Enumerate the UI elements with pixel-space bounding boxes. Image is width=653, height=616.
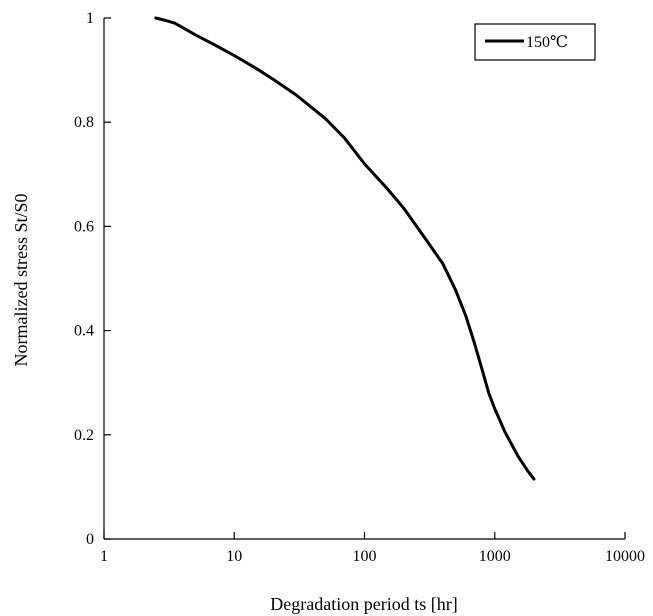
- x-tick-label: 10000: [605, 548, 645, 565]
- x-ticks: 1 10 100 1000 10000: [100, 532, 645, 565]
- y-axis-title: Normalized stress St/S0: [11, 194, 31, 367]
- x-tick-label: 1000: [479, 548, 511, 565]
- series-line: [154, 16, 536, 481]
- x-tick-label: 1: [100, 548, 108, 565]
- x-tick-label: 100: [353, 548, 377, 565]
- y-ticks: 0 0.2 0.4 0.6 0.8 1: [74, 10, 111, 548]
- legend: 150℃: [474, 23, 596, 61]
- y-tick-label: 0.4: [74, 323, 94, 340]
- legend-label: 150℃: [526, 34, 568, 51]
- y-tick-label: 0: [86, 531, 94, 548]
- plot-series: [154, 16, 536, 481]
- y-tick-label: 0.6: [74, 218, 94, 235]
- x-axis-title: Degradation period ts [hr]: [270, 594, 457, 614]
- y-tick-label: 0.2: [74, 427, 94, 444]
- y-tick-label: 0.8: [74, 114, 94, 131]
- axes: [103, 18, 625, 540]
- y-tick-label: 1: [86, 10, 94, 27]
- x-tick-label: 10: [226, 548, 242, 565]
